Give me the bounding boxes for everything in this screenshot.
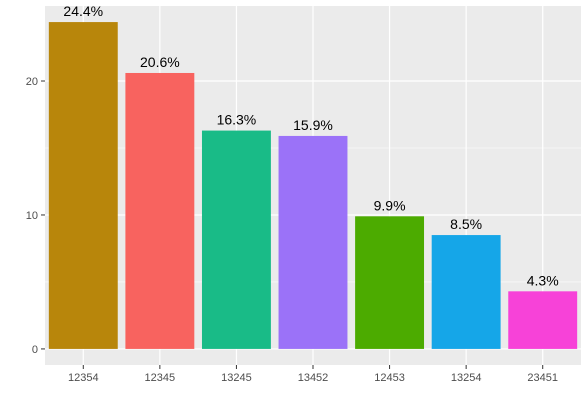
x-tick-label-12345: 12345: [145, 372, 176, 384]
x-tick-label-13254: 13254: [451, 372, 482, 384]
x-tick-label-23451: 23451: [527, 372, 558, 384]
bar-23451: [508, 291, 578, 349]
data-label-12453: 9.9%: [374, 197, 406, 213]
x-tick-label-13452: 13452: [298, 372, 329, 384]
bar-12453: [355, 216, 425, 349]
data-label-13452: 15.9%: [293, 117, 333, 133]
x-tick-label-12354: 12354: [68, 372, 99, 384]
x-tick-label-12453: 12453: [374, 372, 405, 384]
y-tick-label: 0: [32, 344, 38, 356]
bar-13245: [201, 130, 271, 349]
data-label-23451: 4.3%: [527, 272, 559, 288]
data-labels: 24.4% 20.6% 16.3% 15.9% 9.9% 8.5% 4.3%: [63, 3, 558, 288]
bar-12354: [48, 22, 118, 349]
bar-12345: [125, 72, 195, 349]
bar-13452: [278, 135, 348, 349]
bars: [48, 22, 578, 349]
y-axis: 0 10 20: [26, 76, 45, 356]
y-tick-label: 20: [26, 76, 38, 88]
x-tick-label-13245: 13245: [221, 372, 252, 384]
y-tick-label: 10: [26, 210, 38, 222]
bar-13254: [431, 235, 501, 349]
data-label-13245: 16.3%: [217, 112, 257, 128]
data-label-12345: 20.6%: [140, 54, 180, 70]
x-axis: 12354 12345 13245 13452 12453 13254 23451: [68, 365, 558, 384]
data-label-13254: 8.5%: [450, 216, 482, 232]
data-label-12354: 24.4%: [63, 3, 103, 19]
